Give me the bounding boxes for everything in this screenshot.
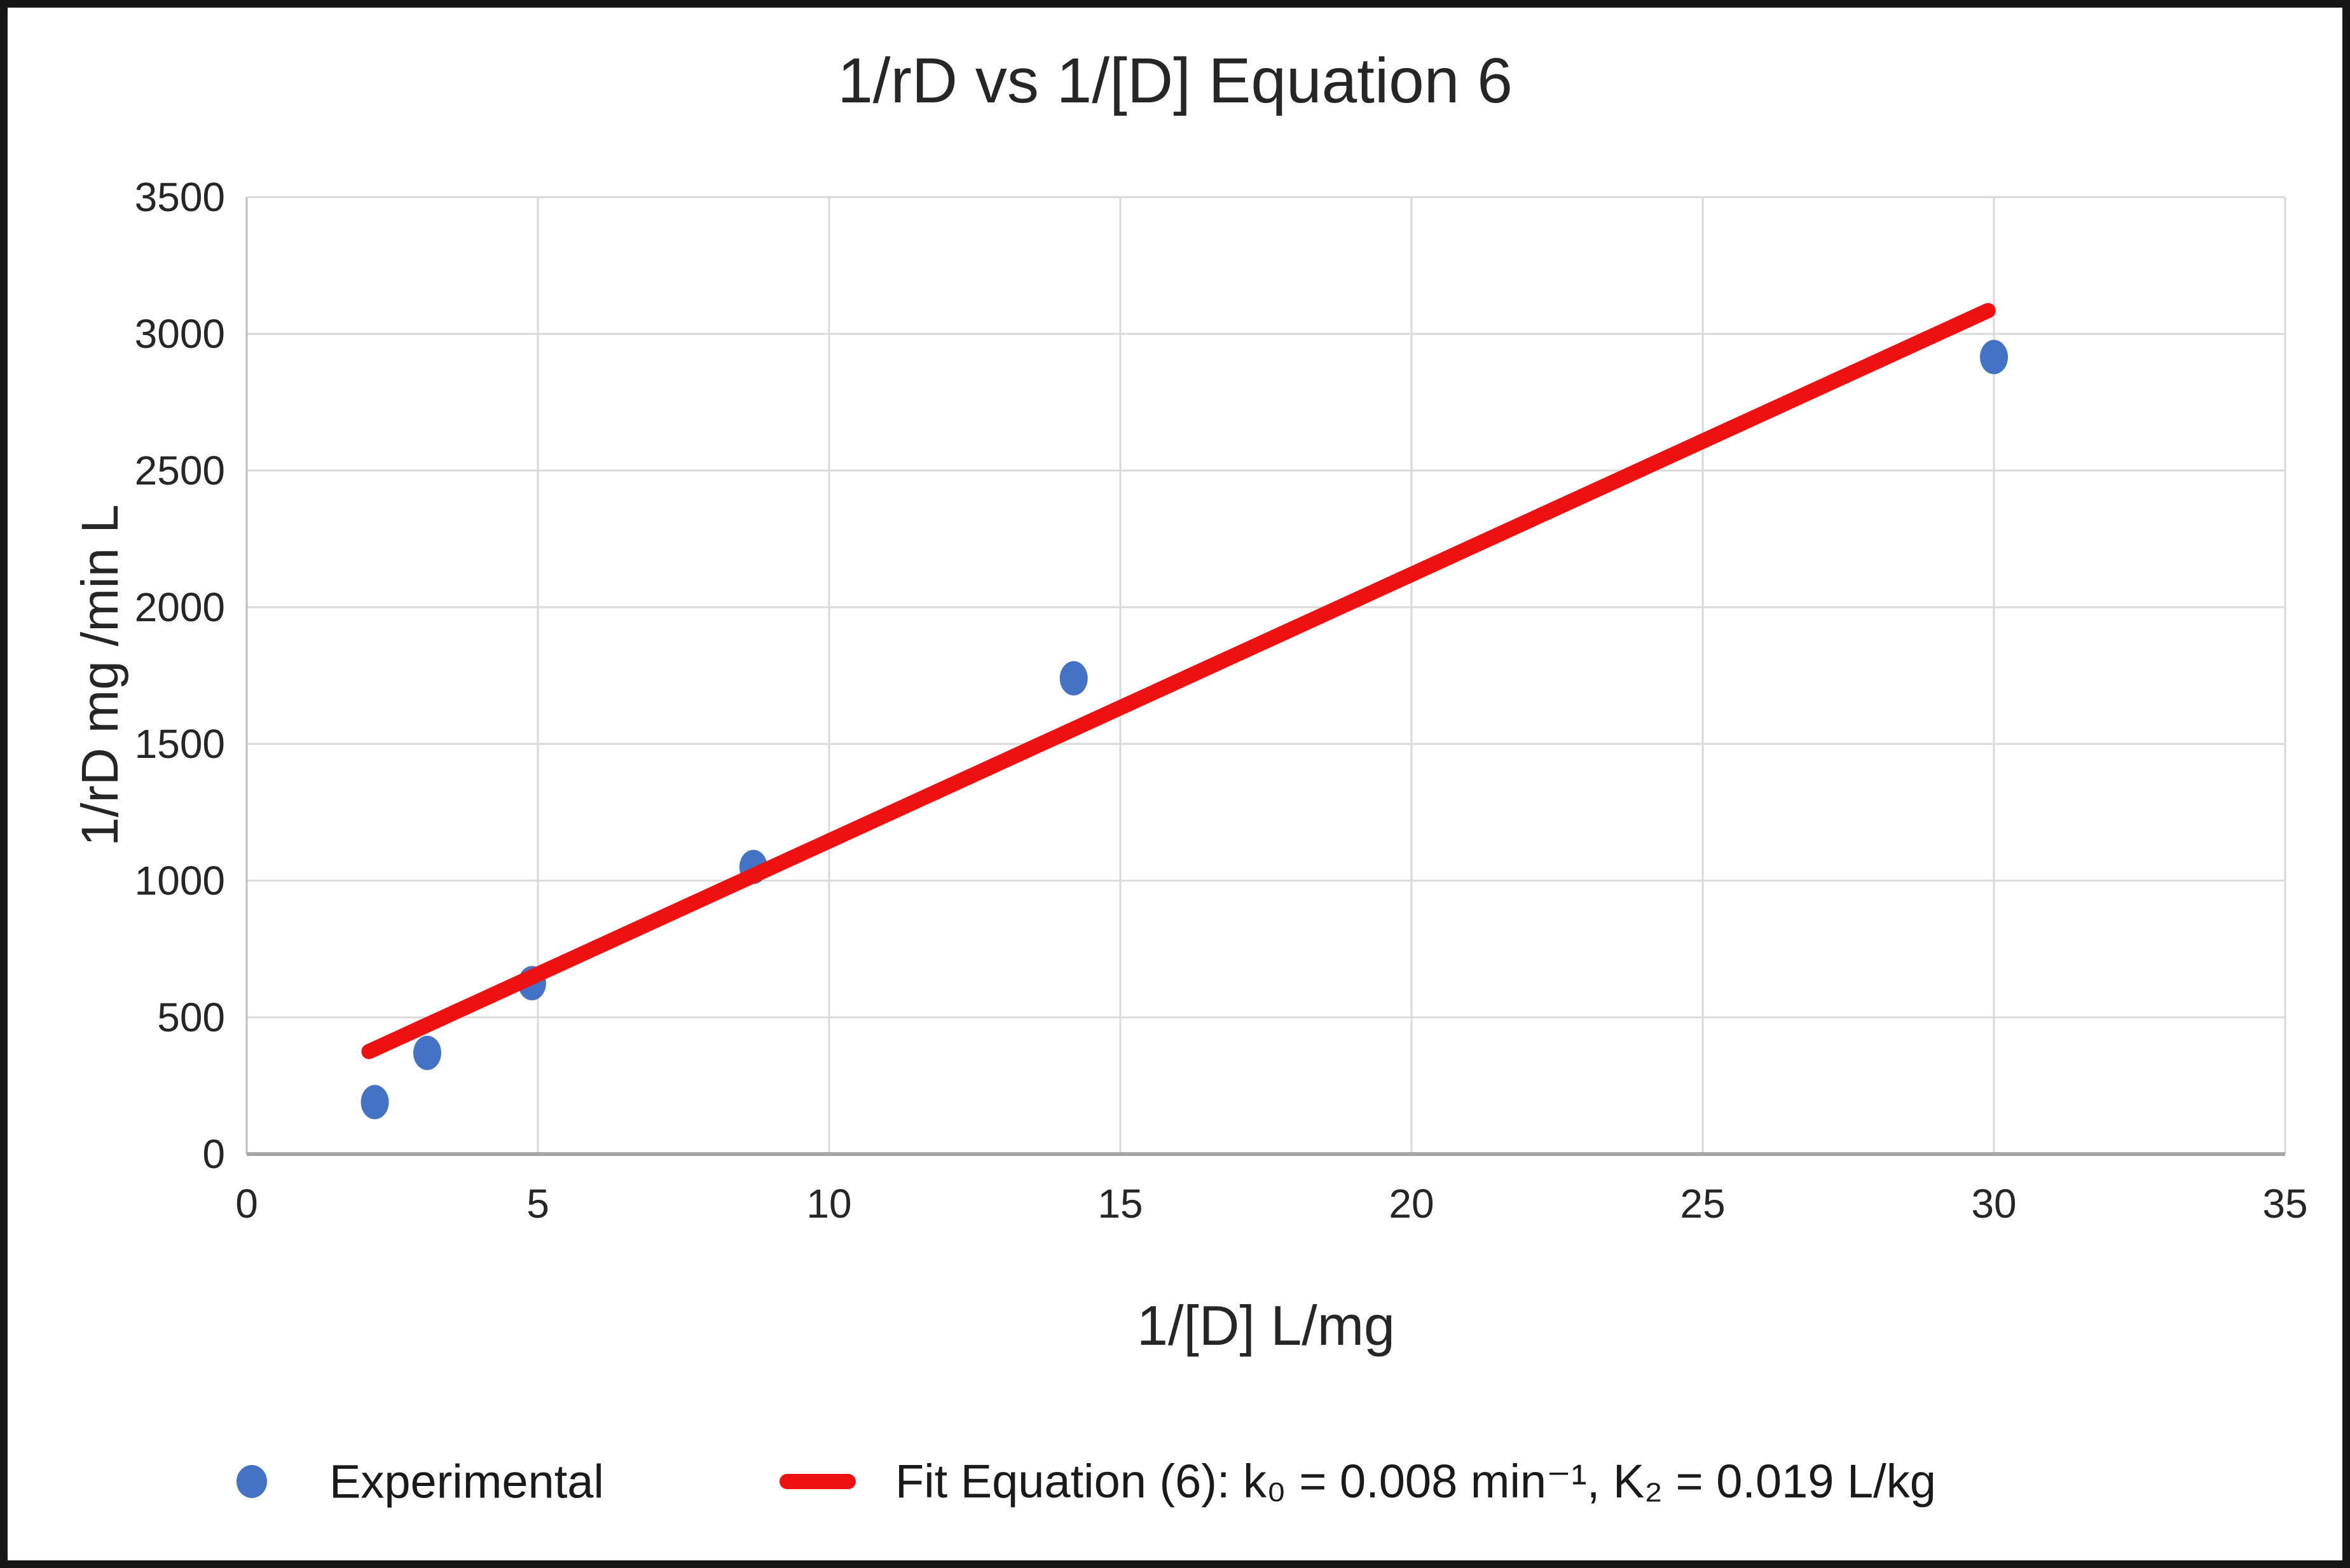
data-point xyxy=(1980,340,2008,375)
data-point xyxy=(361,1085,389,1120)
x-axis-title: 1/[D] L/mg xyxy=(1137,1294,1395,1357)
x-tick-label: 5 xyxy=(526,1181,549,1227)
x-tick-label: 15 xyxy=(1097,1181,1143,1227)
legend-line-marker-icon xyxy=(780,1474,856,1489)
legend-scatter-marker-icon xyxy=(237,1465,267,1498)
y-tick-label: 2000 xyxy=(135,584,225,630)
fit-line xyxy=(361,303,1996,1059)
y-tick-label: 1000 xyxy=(135,858,225,904)
y-tick-label: 2500 xyxy=(135,448,225,493)
y-tick-label: 1500 xyxy=(135,721,225,767)
y-tick-label: 0 xyxy=(202,1131,225,1177)
x-tick-label: 20 xyxy=(1389,1181,1434,1227)
legend-label-experimental: Experimental xyxy=(329,1455,604,1508)
data-point xyxy=(1059,661,1088,696)
x-tick-label: 35 xyxy=(2262,1181,2307,1227)
x-tick-label: 30 xyxy=(1971,1181,2016,1227)
legend-label-fit-equation: Fit Equation (6): k₀ = 0.008 min⁻¹, K₂ =… xyxy=(895,1455,1936,1508)
y-tick-label: 3000 xyxy=(135,311,225,357)
data-point xyxy=(413,1035,441,1070)
x-tick-label: 0 xyxy=(235,1181,258,1227)
x-tick-label: 10 xyxy=(806,1181,851,1227)
y-tick-label: 3500 xyxy=(135,174,225,220)
y-tick-label: 500 xyxy=(157,994,225,1040)
x-tick-label: 25 xyxy=(1680,1181,1725,1227)
chart-title: 1/rD vs 1/[D] Equation 6 xyxy=(837,45,1513,116)
